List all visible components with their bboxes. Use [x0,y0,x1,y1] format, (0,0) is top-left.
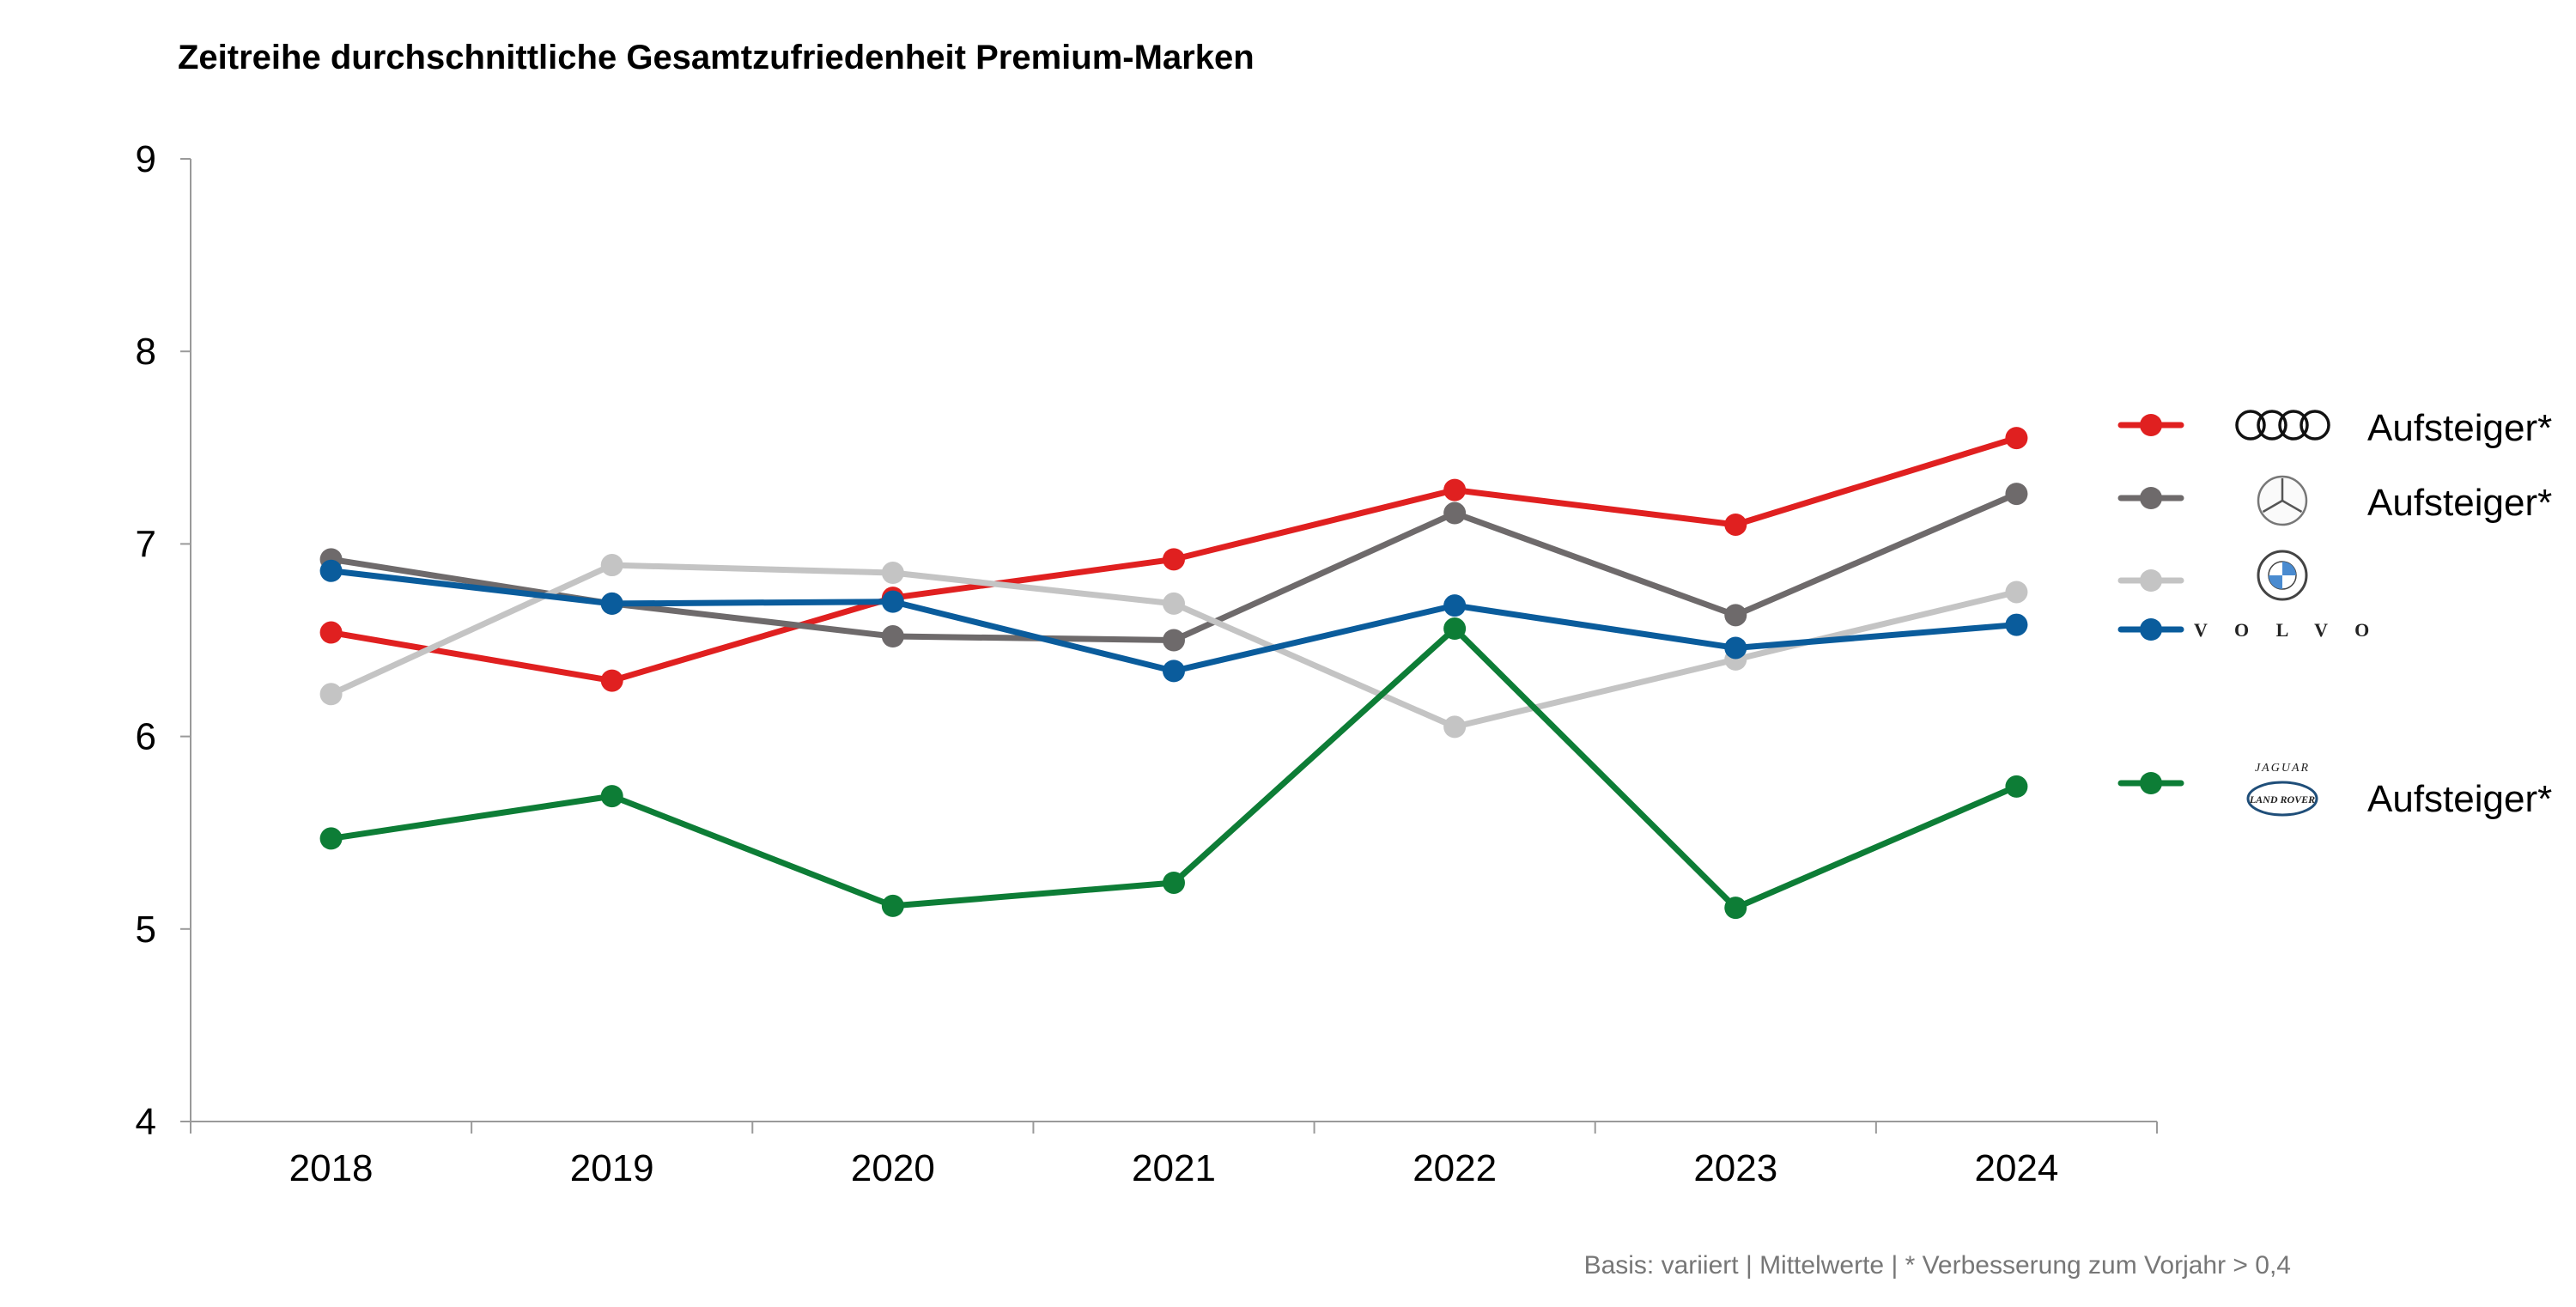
audi-rings-logo [2235,410,2330,441]
bmw-quadrant [2269,575,2282,589]
jaguar-wordmark: JAGUAR [2255,762,2310,775]
audi-ring [2235,410,2266,441]
data-point [319,827,343,850]
data-point [1724,897,1747,920]
legend-marker [2140,414,2162,436]
legend-label: Aufsteiger* [2367,778,2552,820]
volvo-wordmark: V O L V O [2194,619,2380,641]
y-tick-label: 9 [136,138,156,180]
mercedes-star-arm [2281,499,2303,514]
footnote: Basis: variiert | Mittelwerte | * Verbes… [1584,1251,2291,1280]
legend-item [2117,550,2308,601]
data-point [1163,660,1185,683]
series-line [328,568,2020,674]
y-tick-label: 7 [136,523,156,565]
legend-marker [2140,569,2162,592]
data-point [1163,629,1185,652]
data-point [2005,483,2028,506]
legend-label: Aufsteiger* [2367,407,2552,449]
data-point [1443,478,1467,502]
audi-ring [2257,410,2287,441]
mercedes-star-logo [2257,475,2308,526]
data-point [881,625,904,648]
x-tick-label: 2018 [289,1147,374,1189]
legend-marker [2140,487,2162,509]
legend-label: Aufsteiger* [2367,482,2552,524]
legend-item: Aufsteiger* [2117,407,2552,449]
data-point [881,590,904,613]
series-group [319,617,2028,920]
data-point [1443,617,1467,641]
data-point [1443,715,1467,739]
x-tick-label: 2019 [570,1147,654,1189]
series-group [319,554,2028,739]
data-point [881,562,904,585]
data-point [319,621,343,644]
mercedes-star-arm [2262,499,2283,514]
x-tick-label: 2024 [1974,1147,2058,1189]
chart-title: Zeitreihe durchschnittliche Gesamtzufrie… [178,39,1255,76]
data-point [2005,581,2028,604]
y-tick-label: 5 [136,909,156,951]
data-point [2005,427,2028,450]
data-point [1163,548,1185,571]
audi-ring [2300,410,2330,441]
data-point [1724,604,1747,627]
bmw-roundel-logo [2257,550,2308,601]
axes: 4 5 6 7 8 9 2018 2019 2020 2021 2022 2023 2024 [136,138,2158,1189]
data-point [600,592,623,615]
bmw-quadrant [2282,562,2296,575]
series-lines [319,427,2028,920]
volvo-wordmark-logo: V O L V O [2194,619,2380,641]
series-group [319,559,2028,683]
data-point [600,785,623,808]
data-point [881,894,904,917]
legend-item: Aufsteiger* [2117,475,2552,526]
x-tick-label: 2020 [851,1147,935,1189]
data-point [1443,594,1467,617]
land-rover-oval [2246,781,2318,817]
x-tick-label: 2023 [1693,1147,1777,1189]
data-point [600,554,623,577]
data-point [1724,636,1747,660]
jaguar-land-rover-logo: JAGUAR LAND ROVER [2246,762,2318,817]
data-point [319,559,343,582]
data-point [2005,775,2028,798]
y-tick-label: 8 [136,331,156,373]
legend-marker [2140,618,2162,641]
data-point [1163,871,1185,894]
data-point [2005,613,2028,636]
land-rover-wordmark: LAND ROVER [2249,793,2315,805]
data-point [1724,513,1747,536]
legend-item: JAGUAR LAND ROVER Aufsteiger* [2117,762,2552,820]
data-point [1443,502,1467,525]
y-tick-label: 4 [136,1101,156,1143]
data-point [600,669,623,692]
legend-item: V O L V O [2117,618,2380,641]
audi-ring [2278,410,2309,441]
data-point [1163,592,1185,615]
data-point [319,683,343,706]
legend: Aufsteiger* Aufsteiger* V O L V O JAGUAR LAN… [2117,407,2552,820]
legend-marker [2140,772,2162,794]
x-tick-label: 2021 [1132,1147,1216,1189]
x-tick-label: 2022 [1413,1147,1497,1189]
y-tick-label: 6 [136,716,156,758]
